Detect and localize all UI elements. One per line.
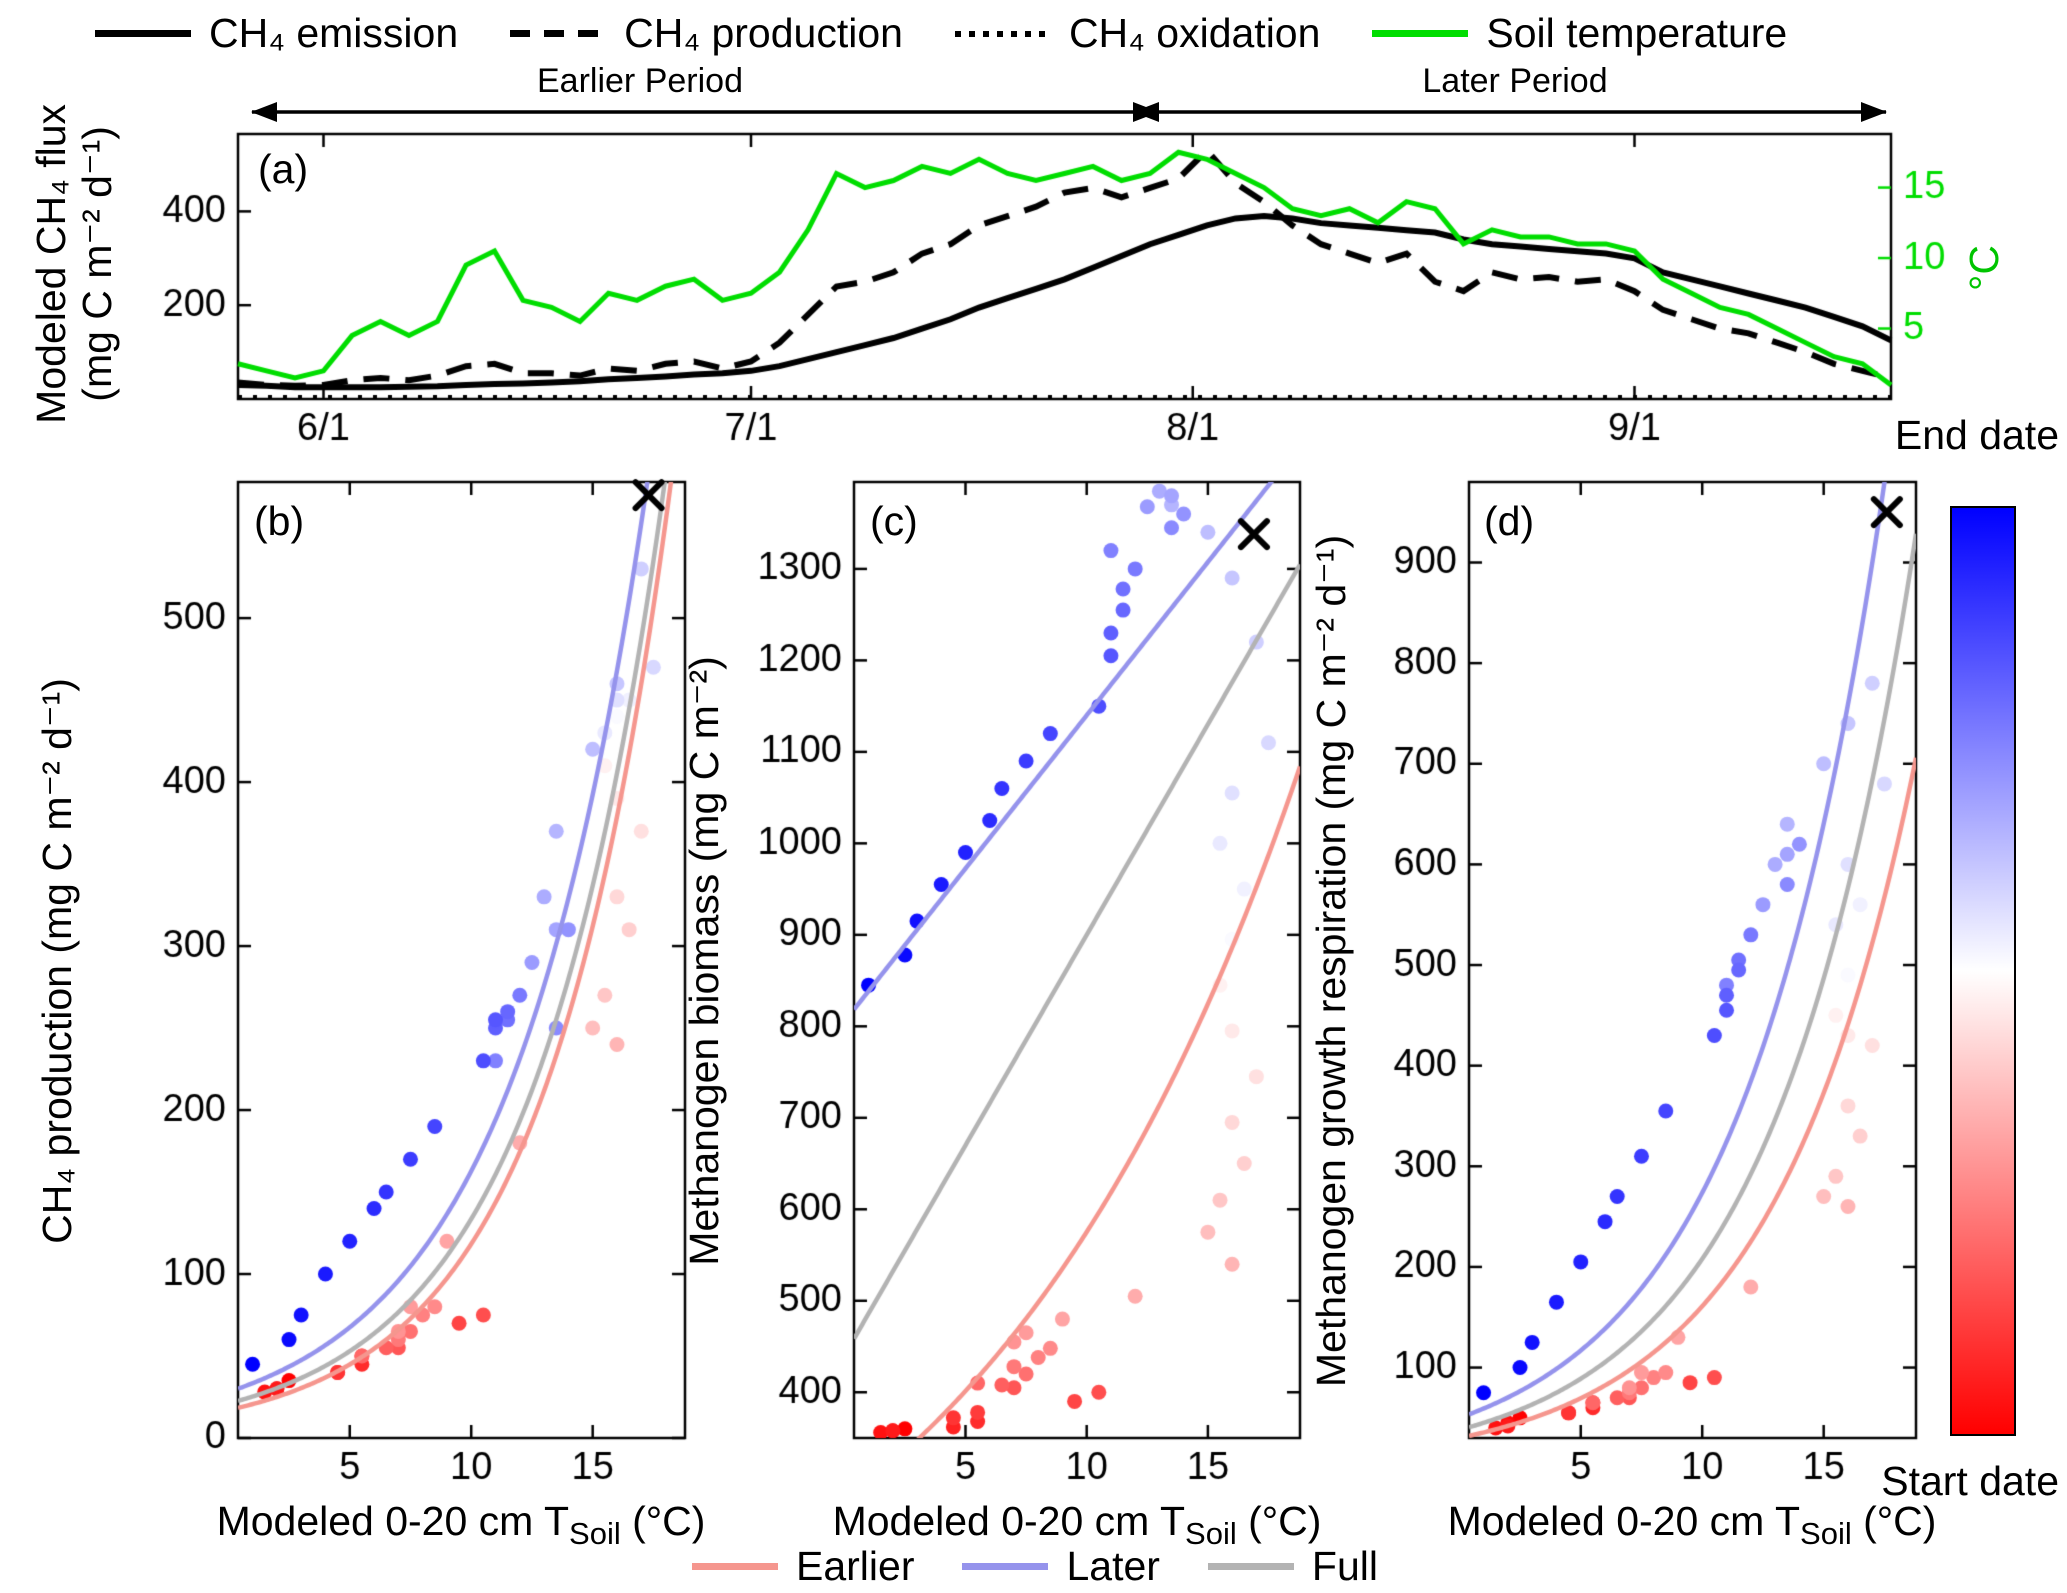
panel-c-xlabel-post: (°C) — [1236, 1498, 1322, 1544]
legend-item-soil-temperature: Soil temperature — [1372, 10, 1787, 57]
legend-bottom: Earlier Later Full — [691, 1543, 1379, 1590]
ch4-oxidation-label: CH₄ oxidation — [1068, 10, 1321, 56]
panel-d-letter: (d) — [1484, 498, 1535, 544]
panel-c-xlabel: Modeled 0-20 cm TSoil (°C) — [832, 1498, 1322, 1551]
panel-a-letter: (a) — [258, 146, 309, 192]
ch4-emission-label: CH₄ emission — [209, 10, 459, 56]
panel-c-xlabel-sub: Soil — [1185, 1516, 1237, 1551]
panel-a-right-ylabel: °C — [1961, 244, 2008, 291]
legend-item-later-fit: Later — [962, 1543, 1160, 1590]
soil-temperature-line-icon — [1372, 30, 1469, 37]
panel-d-xlabel-post: (°C) — [1851, 1498, 1937, 1544]
panel-b-ylabel: CH₄ production (mg C m⁻² d⁻¹) — [34, 678, 81, 1244]
full-fit-line-icon — [1207, 1563, 1294, 1570]
legend-item-full-fit: Full — [1207, 1543, 1379, 1590]
panel-d-xlabel-pre: Modeled 0-20 cm T — [1447, 1498, 1801, 1544]
panel-b-letter: (b) — [254, 498, 305, 544]
legend-item-ch4-production: CH₄ production — [510, 10, 903, 57]
legend-item-ch4-emission: CH₄ emission — [95, 10, 458, 57]
panel-b-xlabel-pre: Modeled 0-20 cm T — [216, 1498, 570, 1544]
legend-top: CH₄ emission CH₄ production CH₄ oxidatio… — [95, 10, 1787, 57]
panel-b-xlabel-post: (°C) — [620, 1498, 706, 1544]
later-period-label: Later Period — [1422, 62, 1608, 100]
panel-d-xlabel: Modeled 0-20 cm TSoil (°C) — [1447, 1498, 1937, 1551]
ch4-emission-line-icon — [95, 30, 191, 37]
period-arrows — [251, 102, 1887, 122]
ch4-oxidation-line-icon — [954, 30, 1051, 37]
full-fit-label: Full — [1311, 1543, 1379, 1589]
panel-b-xlabel-sub: Soil — [569, 1516, 621, 1551]
earlier-fit-label: Earlier — [795, 1543, 915, 1589]
panel-c-letter: (c) — [870, 498, 918, 544]
ch4-production-line-icon — [510, 30, 607, 37]
panel-c-ylabel: Methanogen biomass (mg C m⁻²) — [681, 656, 728, 1266]
colorbar-start-date-label: Start date — [1881, 1458, 2059, 1504]
later-fit-label: Later — [1066, 1543, 1160, 1589]
ch4-production-label: CH₄ production — [624, 10, 903, 56]
later-fit-line-icon — [962, 1563, 1049, 1570]
earlier-period-label: Earlier Period — [537, 62, 743, 100]
colorbar — [1950, 506, 2016, 1436]
panel-d-ylabel: Methanogen growth respiration (mg C m⁻² … — [1308, 534, 1355, 1388]
soil-temperature-label: Soil temperature — [1486, 10, 1788, 56]
legend-item-earlier-fit: Earlier — [691, 1543, 915, 1590]
panel-b-xlabel: Modeled 0-20 cm TSoil (°C) — [216, 1498, 706, 1551]
panel-a-ylabel-line2: (mg C m⁻² d⁻¹) — [74, 126, 120, 402]
legend-item-ch4-oxidation: CH₄ oxidation — [954, 10, 1321, 57]
earlier-fit-line-icon — [691, 1563, 778, 1570]
colorbar-end-date-label: End date — [1894, 412, 2059, 458]
panel-c-xlabel-pre: Modeled 0-20 cm T — [832, 1498, 1186, 1544]
panel-d-xlabel-sub: Soil — [1800, 1516, 1852, 1551]
